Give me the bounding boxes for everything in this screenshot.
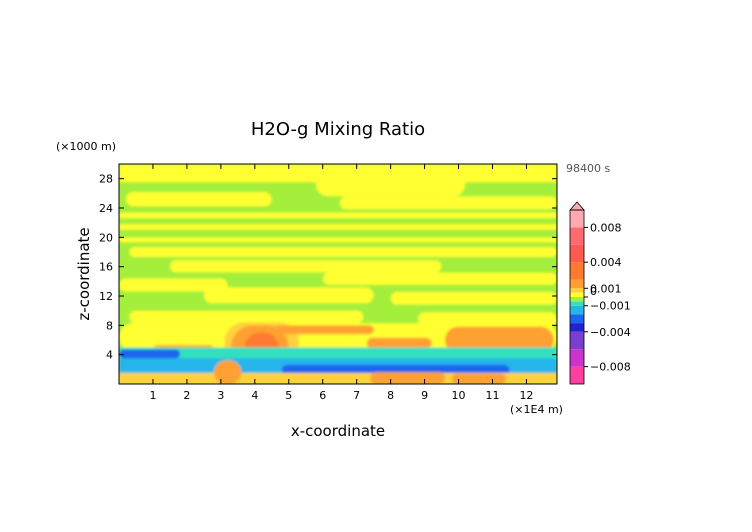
x-tick-label: 12 — [519, 389, 533, 402]
colorbar-level-2 — [570, 331, 584, 350]
contour-region-11 — [203, 287, 374, 304]
colorbar-tick-label: 0.004 — [590, 256, 622, 269]
x-axis-label: x-coordinate — [291, 422, 385, 440]
contour-region-29 — [370, 372, 445, 384]
contour-regions — [119, 164, 557, 384]
contour-region-26 — [281, 364, 510, 376]
contour-region-10 — [119, 278, 228, 292]
colorbar-level-5 — [570, 305, 584, 315]
colorbar-level-1 — [570, 349, 584, 367]
x-tick-label: 6 — [319, 389, 326, 402]
x-tick-label: 3 — [217, 389, 224, 402]
colorbar-tick-label: 0 — [590, 285, 597, 298]
chart-title: H2O-g Mixing Ratio — [251, 119, 425, 140]
y-axis-label: z-coordinate — [75, 227, 93, 320]
contour-region-28 — [214, 360, 242, 384]
x-tick-label: 10 — [452, 389, 466, 402]
contour-region-4 — [119, 212, 557, 219]
colorbar-tick-label: 0.008 — [590, 221, 622, 234]
contour-region-19 — [275, 325, 374, 335]
y-tick-label: 24 — [99, 202, 113, 215]
colorbar-level-14 — [570, 210, 584, 228]
colorbar-level-11 — [570, 262, 584, 280]
colorbar-tick-label: −0.001 — [590, 300, 631, 313]
x-tick-label: 4 — [251, 389, 258, 402]
contour-region-2 — [125, 191, 272, 207]
contour-region-6 — [119, 237, 557, 243]
contour-region-30 — [451, 373, 507, 384]
contour-region-21 — [366, 337, 432, 349]
colorbar-level-4 — [570, 314, 584, 324]
plot-frame — [118, 163, 558, 385]
x-tick-label: 11 — [485, 389, 499, 402]
colorbar-level-3 — [570, 323, 584, 332]
contour-region-12 — [390, 291, 557, 305]
contour-region-22 — [444, 326, 554, 354]
time-label: 98400 s — [566, 162, 610, 175]
contour-region-7 — [129, 246, 557, 258]
colorbar-tick-label: −0.008 — [590, 361, 631, 374]
y-tick-label: 20 — [99, 231, 113, 244]
y-tick-label: 12 — [99, 290, 113, 303]
x-tick-label: 1 — [149, 389, 156, 402]
y-tick-label: 8 — [106, 319, 113, 332]
colorbar — [569, 201, 585, 385]
colorbar-level-7 — [570, 297, 584, 302]
contour-region-3 — [339, 196, 557, 210]
y-tick-label: 16 — [99, 261, 113, 274]
colorbar-level-10 — [570, 279, 584, 289]
y-tick-label: 4 — [106, 349, 113, 362]
colorbar-level-8 — [570, 292, 584, 297]
colorbar-level-0 — [570, 366, 584, 384]
x-tick-label: 9 — [421, 389, 428, 402]
x-tick-label: 8 — [387, 389, 394, 402]
x-axis-ticks: 1 2 3 4 5 6 7 8 9 10 11 12 — [149, 164, 533, 402]
contour-region-1 — [315, 172, 466, 197]
contour-region-8 — [169, 260, 442, 273]
contour-region-25 — [119, 349, 181, 359]
y-tick-label: 28 — [99, 173, 113, 186]
colorbar-level-13 — [570, 227, 584, 245]
contour-region-5 — [119, 224, 557, 230]
colorbar-tick-label: 0.001 — [590, 282, 622, 295]
contour-region-9 — [322, 272, 557, 285]
plot-area — [119, 164, 557, 384]
contour-region-13 — [129, 310, 364, 324]
colorbar-level-6 — [570, 301, 584, 306]
x-tick-label: 7 — [353, 389, 360, 402]
colorbar-level-12 — [570, 244, 584, 263]
y-axis-ticks: 4 8 12 16 20 24 28 — [99, 173, 557, 362]
colorbar-overflow-arrow — [569, 201, 585, 211]
x-tick-label: 2 — [183, 389, 190, 402]
colorbar-tick-label: −0.004 — [590, 326, 631, 339]
y-unit-label: (×1000 m) — [56, 140, 116, 153]
x-unit-label: (×1E4 m) — [510, 403, 563, 416]
x-tick-label: 5 — [285, 389, 292, 402]
colorbar-level-9 — [570, 288, 584, 293]
